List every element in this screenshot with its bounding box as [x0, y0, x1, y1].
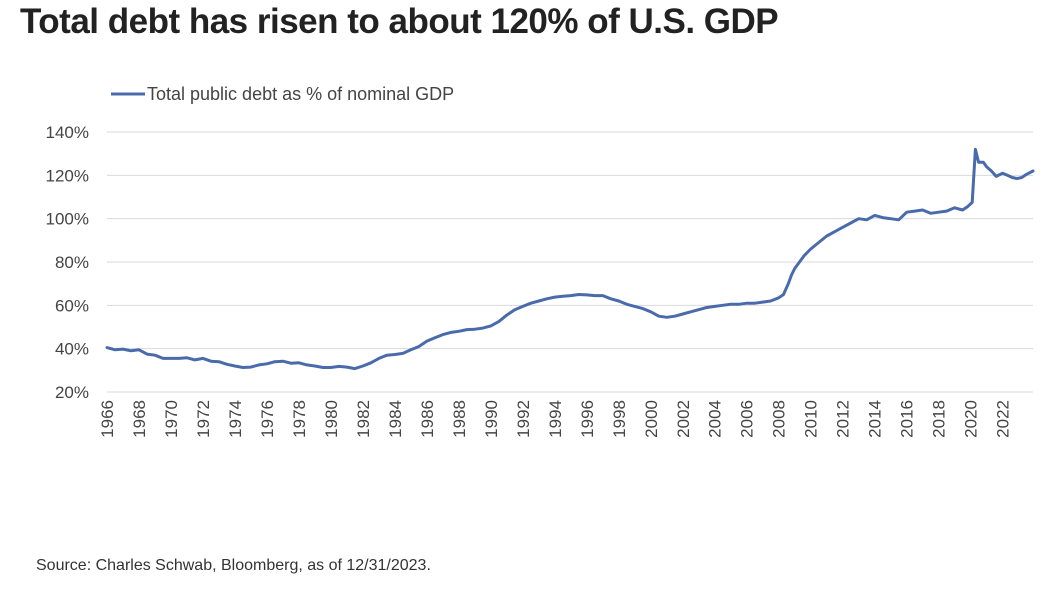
x-tick-label: 2014	[866, 400, 885, 438]
legend-label: Total public debt as % of nominal GDP	[147, 84, 454, 104]
grid-lines	[107, 131, 1033, 393]
x-tick-label: 1974	[226, 400, 245, 438]
x-tick-label: 1970	[162, 400, 181, 438]
x-tick-label: 2012	[834, 400, 853, 438]
x-tick-label: 1980	[322, 400, 341, 438]
y-tick-label: 60%	[55, 296, 89, 315]
x-tick-label: 1978	[290, 400, 309, 438]
y-tick-label: 140%	[46, 123, 89, 142]
series-group	[105, 147, 1035, 371]
source-note: Source: Charles Schwab, Bloomberg, as of…	[36, 557, 431, 574]
x-tick-label: 1998	[610, 400, 629, 438]
y-tick-label: 20%	[55, 383, 89, 402]
x-tick-label: 1982	[354, 400, 373, 438]
x-tick-label: 2010	[802, 400, 821, 438]
x-tick-label: 1986	[418, 400, 437, 438]
y-tick-label: 40%	[55, 340, 89, 359]
x-tick-label: 2018	[930, 400, 949, 438]
x-tick-label: 1966	[98, 400, 117, 438]
debt-line-chart: Total public debt as % of nominal GDP 20…	[46, 84, 1035, 438]
x-tick-label: 1968	[130, 400, 149, 438]
x-tick-label: 1972	[194, 400, 213, 438]
series-line-total-public-debt	[105, 147, 1035, 371]
y-tick-label: 80%	[55, 253, 89, 272]
chart-legend: Total public debt as % of nominal GDP	[111, 84, 454, 104]
page-title: Total debt has risen to about 120% of U.…	[20, 2, 779, 41]
x-tick-label: 2016	[898, 400, 917, 438]
x-tick-label: 1994	[546, 400, 565, 438]
y-axis-tick-labels: 20% 40% 60% 80% 100% 120% 140%	[46, 123, 89, 402]
y-tick-label: 100%	[46, 210, 89, 229]
x-axis-tick-labels: 1966 1968 1970 1972 1974 1976 1978 1980 1982 1984…	[98, 400, 1013, 438]
x-tick-label: 1976	[258, 400, 277, 438]
x-tick-label: 2002	[674, 400, 693, 438]
x-tick-label: 2004	[706, 400, 725, 438]
x-tick-label: 2006	[738, 400, 757, 438]
y-tick-label: 120%	[46, 166, 89, 185]
x-tick-label: 2008	[770, 400, 789, 438]
x-tick-label: 2020	[962, 400, 981, 438]
x-tick-label: 2022	[994, 400, 1013, 438]
x-tick-label: 1992	[514, 400, 533, 438]
x-tick-label: 1988	[450, 400, 469, 438]
x-tick-label: 1990	[482, 400, 501, 438]
x-tick-label: 2000	[642, 400, 661, 438]
x-tick-label: 1984	[386, 400, 405, 438]
x-tick-label: 1996	[578, 400, 597, 438]
